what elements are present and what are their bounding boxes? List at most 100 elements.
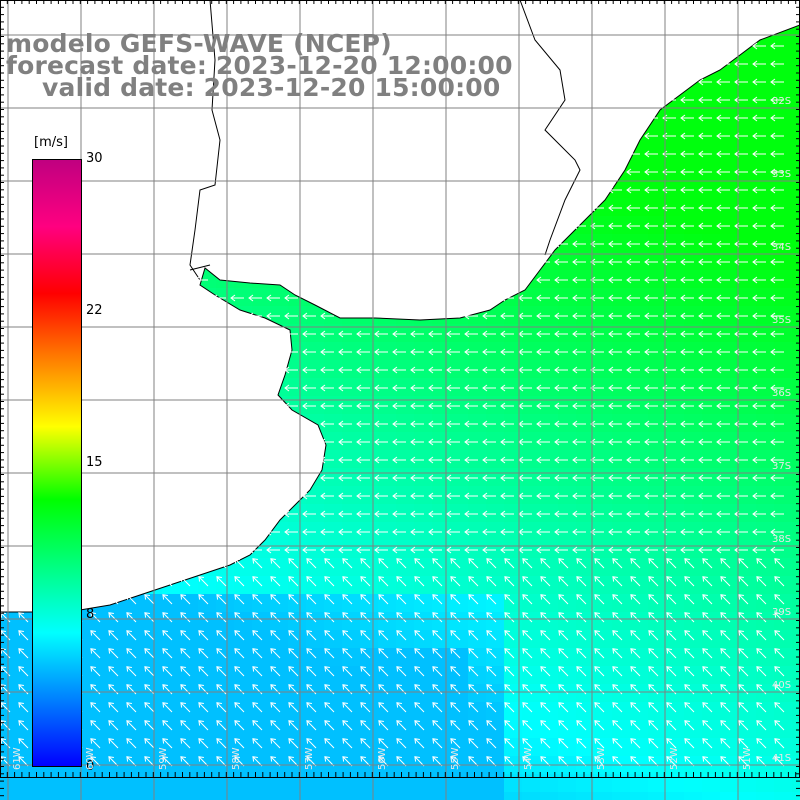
field-cell bbox=[792, 126, 800, 145]
wind-arrow bbox=[644, 114, 658, 122]
wind-arrow bbox=[248, 294, 262, 302]
wind-arrow bbox=[234, 612, 245, 623]
wind-arrow bbox=[684, 594, 695, 605]
wind-arrow bbox=[702, 558, 713, 569]
wind-arrow bbox=[608, 240, 622, 248]
wind-arrow bbox=[752, 60, 766, 68]
field-cell bbox=[630, 792, 649, 800]
wind-arrow bbox=[18, 720, 29, 731]
wind-arrow bbox=[432, 576, 443, 587]
field-cell bbox=[792, 594, 800, 613]
wind-arrow bbox=[500, 348, 514, 356]
wind-arrow bbox=[338, 510, 352, 518]
wind-arrow bbox=[648, 648, 659, 659]
wind-arrow bbox=[450, 738, 461, 749]
field-cell bbox=[54, 774, 73, 793]
wind-arrow bbox=[770, 330, 784, 338]
wind-arrow bbox=[770, 348, 784, 356]
longitude-label: 61W bbox=[12, 747, 23, 770]
field-cell bbox=[792, 612, 800, 631]
wind-arrow bbox=[698, 258, 712, 266]
wind-arrow bbox=[522, 702, 533, 713]
field-cell bbox=[486, 792, 505, 800]
wind-arrow bbox=[576, 576, 587, 587]
wind-arrow bbox=[248, 546, 262, 554]
wind-arrow bbox=[198, 720, 209, 731]
colorbar bbox=[32, 159, 82, 767]
wind-arrow bbox=[554, 258, 568, 266]
wind-arrow bbox=[252, 648, 263, 659]
field-cell bbox=[792, 774, 800, 793]
wind-arrow bbox=[572, 546, 586, 554]
wind-arrow bbox=[522, 720, 533, 731]
wind-arrow bbox=[126, 702, 137, 713]
wind-arrow bbox=[644, 168, 658, 176]
field-cell bbox=[792, 396, 800, 415]
wind-arrow bbox=[738, 630, 749, 641]
wind-arrow bbox=[500, 366, 514, 374]
wind-arrow bbox=[378, 648, 389, 659]
wind-arrow bbox=[752, 366, 766, 374]
longitude-label: 57W bbox=[304, 747, 315, 770]
longitude-label: 53W bbox=[596, 747, 607, 770]
wind-arrow bbox=[374, 438, 388, 446]
wind-arrow bbox=[698, 222, 712, 230]
wind-arrow bbox=[644, 204, 658, 212]
latitude-label: 35S bbox=[772, 315, 792, 326]
wind-arrow bbox=[504, 756, 515, 767]
field-cell bbox=[792, 36, 800, 55]
field-cell bbox=[90, 792, 109, 800]
wind-arrow bbox=[144, 630, 155, 641]
wind-arrow bbox=[270, 630, 281, 641]
wind-arrow bbox=[342, 648, 353, 659]
wind-arrow bbox=[720, 720, 731, 731]
wind-arrow bbox=[702, 630, 713, 641]
wind-arrow bbox=[324, 576, 335, 587]
wind-arrow bbox=[644, 312, 658, 320]
wind-arrow bbox=[626, 312, 640, 320]
wind-arrow bbox=[306, 630, 317, 641]
wind-arrow bbox=[270, 738, 281, 749]
wind-arrow bbox=[464, 384, 478, 392]
wind-arrow bbox=[666, 594, 677, 605]
wind-arrow bbox=[590, 240, 604, 248]
wind-arrow bbox=[702, 612, 713, 623]
colorbar-legend: [m/s] 30 22 15 8 0 bbox=[0, 125, 103, 785]
wind-arrow bbox=[536, 510, 550, 518]
field-cell bbox=[666, 792, 685, 800]
wind-arrow bbox=[144, 702, 155, 713]
wind-arrow bbox=[576, 720, 587, 731]
wind-arrow bbox=[716, 168, 730, 176]
wind-arrow bbox=[626, 474, 640, 482]
wind-arrow bbox=[486, 702, 497, 713]
wind-arrow bbox=[626, 366, 640, 374]
wind-arrow bbox=[198, 702, 209, 713]
wind-arrow bbox=[90, 612, 101, 623]
wind-arrow bbox=[90, 738, 101, 749]
field-cell bbox=[450, 792, 469, 800]
wind-arrow bbox=[738, 756, 749, 767]
wind-arrow bbox=[716, 114, 730, 122]
wind-arrow bbox=[446, 330, 460, 338]
wind-arrow bbox=[576, 630, 587, 641]
wind-arrow bbox=[608, 330, 622, 338]
wind-arrow bbox=[594, 702, 605, 713]
wind-arrow bbox=[396, 576, 407, 587]
wind-arrow bbox=[18, 756, 29, 767]
wind-arrow bbox=[554, 402, 568, 410]
wind-arrow bbox=[608, 492, 622, 500]
wind-arrow bbox=[666, 666, 677, 677]
wind-arrow bbox=[590, 384, 604, 392]
wind-arrow bbox=[756, 648, 767, 659]
wind-arrow bbox=[680, 438, 694, 446]
wind-arrow bbox=[374, 510, 388, 518]
field-cell bbox=[108, 792, 127, 800]
wind-arrow bbox=[428, 384, 442, 392]
wind-arrow bbox=[626, 528, 640, 536]
wind-arrow bbox=[536, 258, 550, 266]
wind-arrow bbox=[752, 132, 766, 140]
wind-arrow bbox=[302, 402, 316, 410]
wind-arrow bbox=[234, 576, 245, 587]
wind-arrow bbox=[680, 546, 694, 554]
